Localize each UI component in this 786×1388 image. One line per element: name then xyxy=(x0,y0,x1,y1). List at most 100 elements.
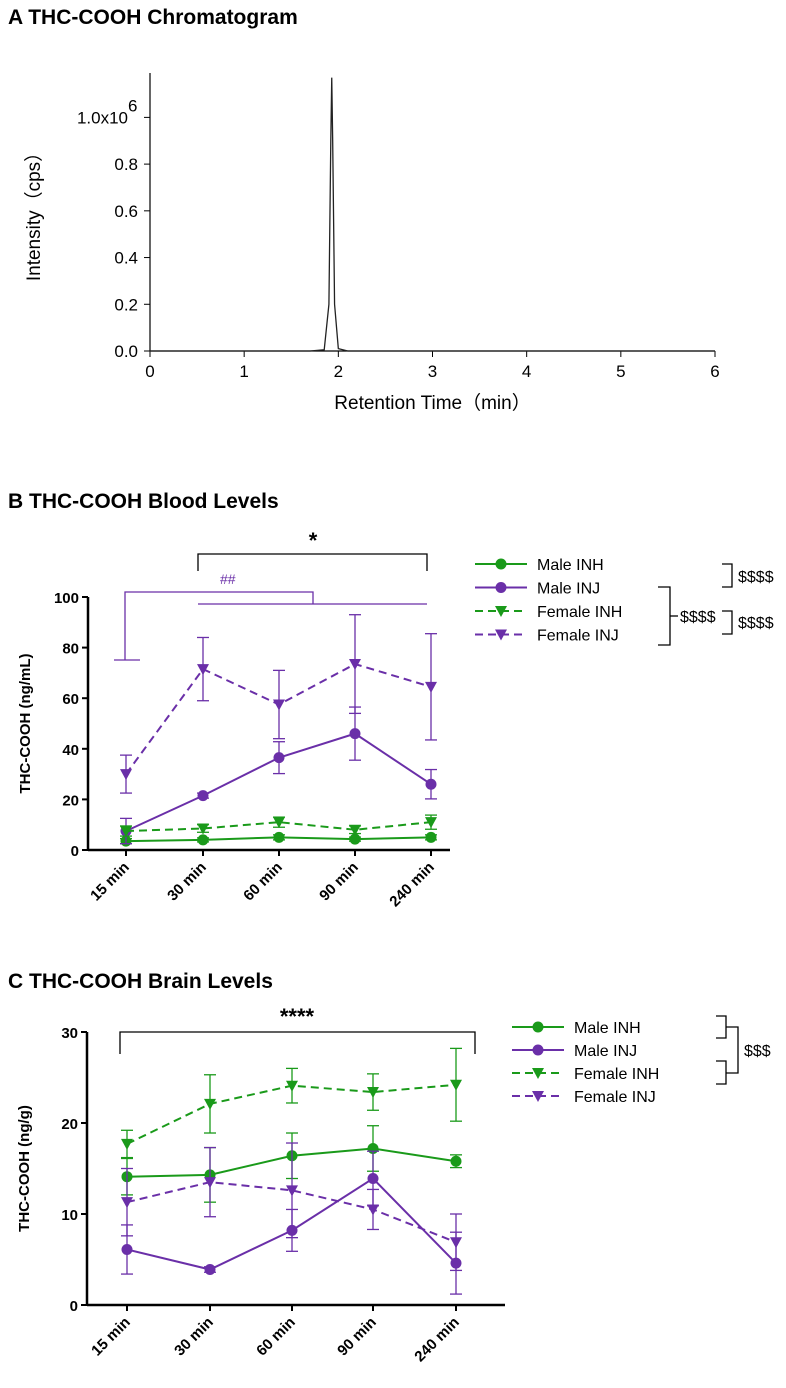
legend-bracket xyxy=(722,563,733,588)
panel-b-chart: 0 20 40 60 80 100 15 min 30 min 60 min 90 min 240 … xyxy=(17,528,774,910)
x-tick-label: 30 min xyxy=(171,1314,217,1360)
data-point xyxy=(495,582,507,593)
data-point xyxy=(273,817,285,829)
series-male-inj xyxy=(121,1150,462,1295)
y-tick-label: 0 xyxy=(70,1298,78,1315)
data-point xyxy=(367,1204,379,1216)
data-point xyxy=(197,834,209,846)
panel-c-title: C THC-COOH Brain Levels xyxy=(8,970,273,993)
data-point xyxy=(450,1237,462,1249)
legend-bracket xyxy=(726,1026,739,1074)
x-tick-label: 2 xyxy=(334,362,343,381)
data-point xyxy=(349,728,361,740)
hash-bracket xyxy=(124,591,314,660)
x-tick-label: 90 min xyxy=(334,1314,380,1360)
x-axis-label: Retention Time（min） xyxy=(334,392,530,414)
legend-bracket xyxy=(716,1015,727,1039)
data-point xyxy=(349,659,361,671)
chromatogram-trace xyxy=(150,77,715,352)
data-point xyxy=(425,817,437,829)
x-tick-label: 1 xyxy=(239,362,248,381)
x-tick-label: 240 min xyxy=(411,1314,463,1366)
data-point xyxy=(532,1068,544,1079)
data-point xyxy=(273,752,285,764)
x-tick-label: 30 min xyxy=(164,859,210,905)
data-point xyxy=(495,558,507,570)
data-point xyxy=(450,1155,462,1167)
data-point xyxy=(121,1138,133,1150)
data-point xyxy=(204,1177,216,1189)
data-point xyxy=(204,1098,216,1110)
y-tick-label: 30 xyxy=(61,1025,78,1042)
legend-bracket xyxy=(716,1060,727,1085)
x-tick-label: 6 xyxy=(710,362,719,381)
y-axis-label: THC-COOH (ng/g) xyxy=(16,1105,33,1232)
y-tick-label: 0.0 xyxy=(114,342,138,361)
x-tick-label: 15 min xyxy=(88,1314,134,1360)
x-tick-label: 3 xyxy=(428,362,437,381)
data-point xyxy=(286,1080,298,1092)
y-tick-label: 0.4 xyxy=(114,249,138,268)
data-point xyxy=(273,831,285,843)
data-point xyxy=(450,1079,462,1091)
significance-stars: **** xyxy=(280,1004,315,1029)
legend-label: Female INH xyxy=(537,604,622,621)
legend-label: Male INJ xyxy=(574,1043,637,1060)
legend-label: Female INJ xyxy=(574,1089,656,1106)
legend-label: Female INJ xyxy=(537,628,619,645)
y-tick-label: 80 xyxy=(62,641,79,658)
data-point xyxy=(495,606,507,617)
x-tick-label: 5 xyxy=(616,362,625,381)
legend-significance: $$$$ xyxy=(738,615,774,632)
y-tick-label: 60 xyxy=(62,691,79,708)
y-tick-label: 40 xyxy=(62,742,79,759)
series-male-inh xyxy=(120,831,437,847)
y-tick-label: 20 xyxy=(62,792,79,809)
legend-label: Male INH xyxy=(574,1020,641,1037)
panel-a-title: A THC-COOH Chromatogram xyxy=(8,6,298,29)
significance-bracket xyxy=(119,1031,476,1054)
y-tick-label: 1.0x10 xyxy=(77,108,128,127)
data-point xyxy=(120,826,132,838)
y-tick-label: 0.6 xyxy=(114,202,138,221)
series-line xyxy=(126,1181,457,1244)
data-point xyxy=(197,823,209,835)
data-point xyxy=(204,1264,216,1276)
legend-label: Male INH xyxy=(537,557,604,574)
data-point xyxy=(197,790,209,802)
data-point xyxy=(120,769,132,781)
y-tick-label: 100 xyxy=(54,590,79,607)
data-point xyxy=(121,1243,133,1255)
legend-bracket xyxy=(722,610,733,635)
series-female-inh xyxy=(121,1047,462,1159)
panel-b-title: B THC-COOH Blood Levels xyxy=(8,490,279,513)
legend-label: Male INJ xyxy=(537,581,600,598)
legend-bracket xyxy=(658,586,671,646)
x-tick-label: 15 min xyxy=(87,859,133,905)
x-tick-label: 0 xyxy=(145,362,154,381)
data-point xyxy=(532,1044,544,1056)
y-tick-label: 20 xyxy=(61,1116,78,1133)
significance-hash: ## xyxy=(220,571,236,587)
data-point xyxy=(425,681,437,693)
data-point xyxy=(121,1197,133,1209)
data-point xyxy=(495,629,507,641)
series-female-inj xyxy=(120,614,437,794)
data-point xyxy=(532,1091,544,1102)
series-female-inj xyxy=(121,1142,462,1272)
y-tick-label: 0 xyxy=(71,843,79,860)
legend-label: Female INH xyxy=(574,1066,659,1083)
data-point xyxy=(425,778,437,790)
legend-significance: $$$$ xyxy=(680,609,716,626)
legend-significance: $$$ xyxy=(744,1043,771,1060)
data-point xyxy=(367,1173,379,1185)
data-point xyxy=(532,1021,544,1033)
y-axis-label: Intensity（cps） xyxy=(23,143,45,281)
y-tick-label: 10 xyxy=(61,1207,78,1224)
series-female-inh xyxy=(120,814,437,838)
y-axis-label: THC-COOH (ng/mL) xyxy=(17,654,34,794)
y-exponent: 6 xyxy=(128,96,137,115)
y-tick-label: 0.2 xyxy=(114,295,138,314)
